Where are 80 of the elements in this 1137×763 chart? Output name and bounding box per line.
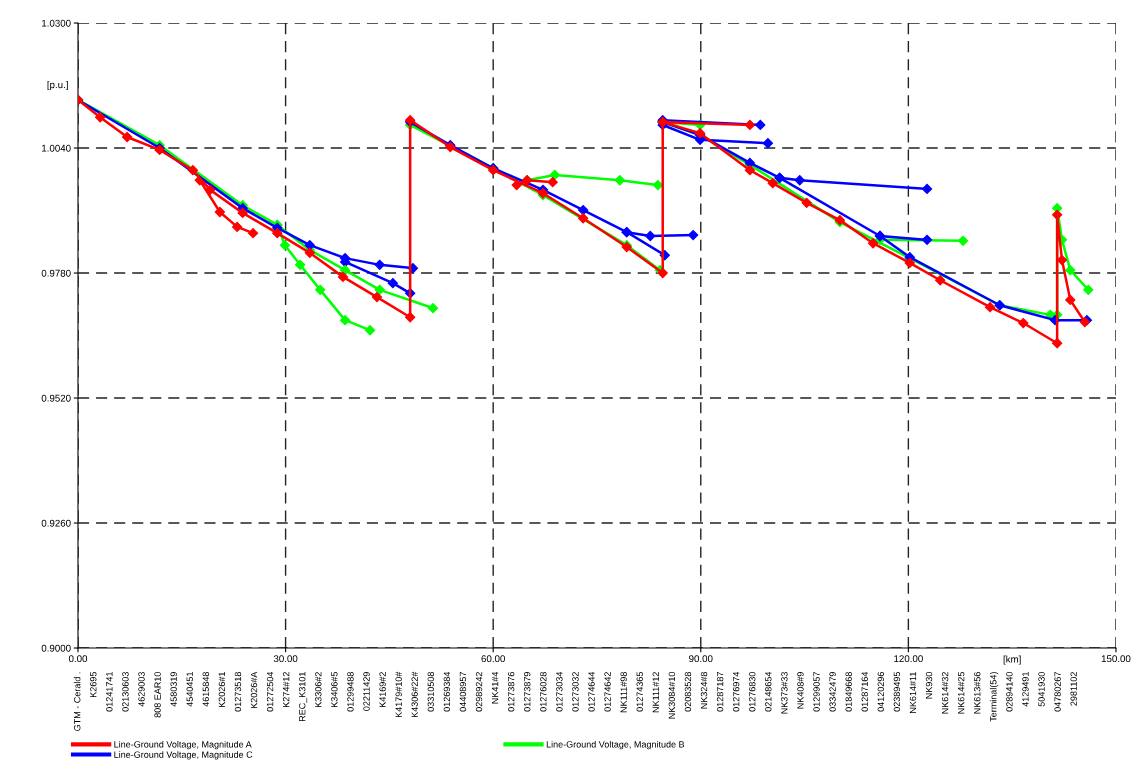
text: 02211429	[363, 672, 370, 711]
text: K2026#1	[218, 672, 226, 708]
text: NK324#8	[700, 672, 708, 709]
text: 01273876	[507, 672, 515, 712]
text: 01274365	[636, 672, 643, 712]
text: 5041930	[1038, 671, 1045, 707]
text: 01273034	[556, 671, 563, 712]
text: 01241741	[106, 672, 113, 712]
text: 01274644	[588, 671, 595, 712]
text: GTM - Cerald .	[73, 672, 81, 731]
text: 4540451	[186, 672, 193, 707]
x-tick-label: 120.00	[894, 655, 923, 663]
y-axis-title: [p.u.]	[47, 81, 68, 91]
text: 02989242	[475, 672, 483, 712]
text: 02130603	[122, 672, 129, 712]
text: 03342479	[829, 672, 836, 712]
text: 01273032	[572, 672, 579, 712]
y-tick-label: 0.9000	[41, 644, 71, 652]
legend-label: Line-Ground Voltage, Magnitude B	[546, 740, 685, 750]
text: 02389495	[893, 672, 901, 712]
text: K2695	[90, 672, 97, 697]
text: 01273518	[234, 672, 242, 712]
text: 4615848	[202, 672, 209, 707]
text: 01287164	[861, 671, 868, 712]
text: 01273879	[524, 672, 531, 712]
text: 4129491	[1022, 672, 1029, 707]
text: NK930	[925, 671, 933, 699]
text: NK614#25	[957, 672, 965, 714]
y-tick-label: 0.9780	[41, 269, 71, 277]
text: REC_K3101	[299, 672, 308, 722]
x-tick-label: 90.00	[689, 655, 713, 663]
text: K3406#5	[331, 672, 338, 708]
text: K4306#22#	[411, 671, 418, 718]
text: 4580319	[170, 672, 177, 707]
text: 01276974	[732, 671, 740, 712]
text: 4629003	[138, 672, 145, 707]
legend-label: Line-Ground Voltage, Magnitude C	[114, 751, 253, 760]
text: NK613#56	[974, 672, 981, 714]
text: 808 EAR10	[154, 671, 161, 718]
x-tick-label: 0.00	[68, 655, 88, 663]
text: 02148654	[765, 671, 772, 712]
text: 01276830	[749, 671, 756, 712]
text: 01849668	[845, 672, 852, 712]
x-tick-label: 60.00	[481, 655, 505, 663]
x-axis-title: [km]	[1003, 655, 1021, 665]
text: NK111#12	[652, 672, 659, 713]
text: 01272504	[266, 671, 274, 712]
y-tick-label: 1.0300	[42, 19, 71, 27]
legend-label: Line-Ground Voltage, Magnitude A	[114, 740, 252, 750]
text: 04120296	[877, 672, 885, 712]
x-tick-label: 30.00	[273, 655, 298, 663]
text: K274#12	[282, 672, 290, 708]
y-tick-label: 0.9520	[41, 394, 71, 402]
text: 01274642	[604, 672, 611, 712]
text: NK41#4	[491, 671, 499, 704]
y-tick-label: 0.9260	[41, 519, 71, 527]
text: NK3084#10	[668, 671, 676, 719]
text: 02083528	[684, 672, 692, 712]
text: NK408#9	[797, 672, 804, 709]
text: 01276028	[540, 672, 547, 712]
y-tick-label: 1.0040	[42, 144, 71, 152]
text: NK111#98	[620, 672, 627, 713]
text: NK614#32	[941, 672, 949, 714]
text: Terminal(54)	[989, 672, 999, 722]
x-tick-label: 150.00	[1101, 655, 1131, 663]
text: NK614#11	[909, 672, 917, 713]
text: 01269384	[443, 671, 451, 712]
text: NK373#33	[781, 672, 788, 714]
text: 01299488	[347, 672, 354, 712]
text: K2026#A	[250, 671, 258, 709]
text: 01299057	[813, 672, 820, 712]
text: K4179#10#	[395, 671, 402, 718]
text: 2981102	[1070, 672, 1077, 706]
text: 02894140	[1006, 671, 1013, 712]
text: K4169#2	[379, 672, 386, 708]
text: 04408957	[459, 672, 467, 712]
text: 01287187	[716, 672, 724, 712]
text: 03310508	[427, 672, 434, 712]
text: 04780267	[1054, 672, 1061, 712]
text: K3306#2	[315, 672, 322, 708]
